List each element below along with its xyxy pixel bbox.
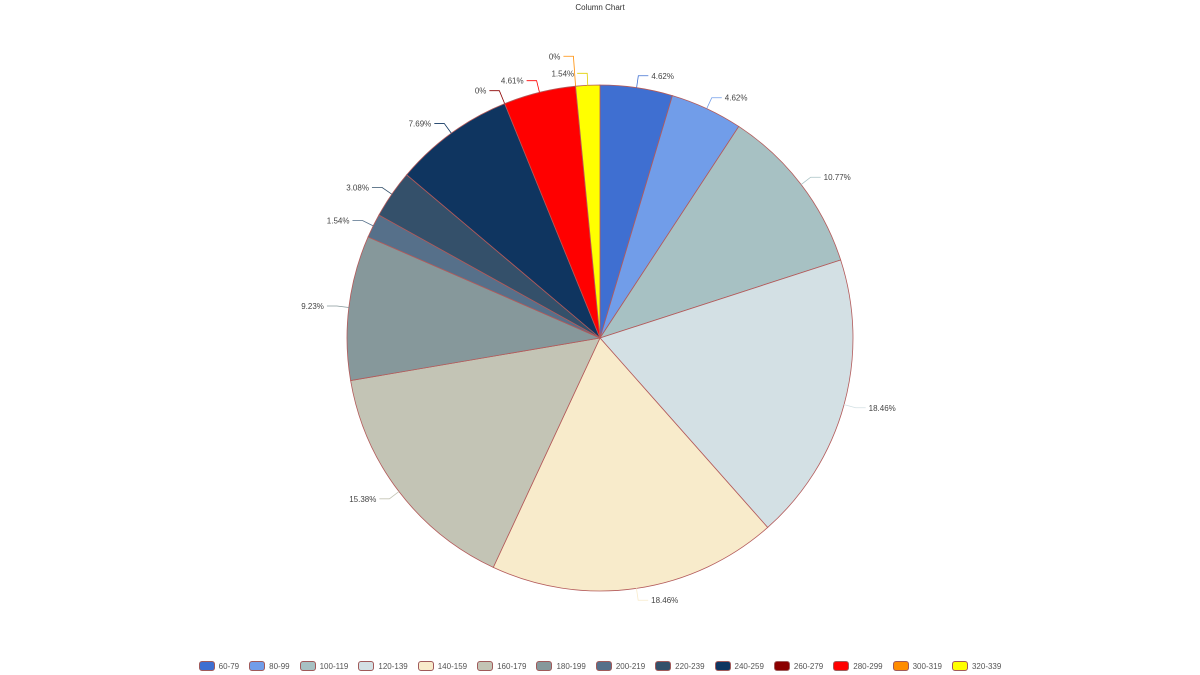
legend-item[interactable]: 280-299 — [833, 661, 883, 671]
legend-item[interactable]: 320-339 — [951, 661, 1002, 671]
legend-label: 240-259 — [734, 661, 764, 671]
leader-line — [636, 588, 649, 601]
data-label: 15.38% — [349, 495, 376, 504]
legend-item[interactable]: 160-179 — [477, 661, 526, 671]
legend-label: 120-139 — [378, 661, 408, 671]
leader-line — [636, 75, 649, 88]
pie-slice-320-339[interactable] — [575, 84, 601, 339]
legend-label: 260-279 — [793, 661, 824, 671]
data-label: 3.08% — [346, 183, 369, 192]
legend-swatch — [773, 661, 790, 671]
leader-line — [563, 55, 576, 87]
legend-label: 160-179 — [497, 661, 527, 671]
leader-line — [434, 123, 452, 134]
legend-item[interactable]: 260-279 — [773, 661, 824, 671]
leader-line — [352, 220, 374, 227]
leader-line — [706, 97, 722, 109]
data-label: 4.62% — [725, 94, 748, 103]
data-label: 1.54% — [327, 217, 350, 226]
legend-label: 280-299 — [853, 661, 883, 671]
data-label: 4.61% — [501, 77, 524, 86]
legend-swatch — [714, 661, 731, 671]
legend-swatch — [417, 661, 434, 671]
legend-label: 140-159 — [437, 661, 468, 671]
legend-item[interactable]: 60-79 — [198, 661, 240, 671]
data-label: 0% — [549, 52, 561, 61]
leader-line — [577, 72, 589, 86]
data-label: 10.77% — [824, 173, 851, 182]
legend-swatch — [951, 661, 968, 671]
pie-slice-120-139[interactable] — [599, 259, 854, 529]
leader-line — [379, 491, 400, 500]
legend-item[interactable]: 100-119 — [299, 661, 349, 671]
legend-label: 180-199 — [556, 661, 586, 671]
legend-swatch — [536, 661, 553, 671]
legend-label: 80-99 — [269, 661, 290, 671]
leader-line — [489, 90, 506, 104]
pie-slice-100-119[interactable] — [599, 125, 842, 339]
legend-swatch — [477, 661, 494, 671]
pie-slice-140-159[interactable] — [492, 337, 769, 592]
leader-line — [326, 305, 349, 308]
legend-swatch — [299, 661, 316, 671]
data-label: 4.62% — [651, 72, 674, 81]
legend-swatch — [833, 661, 850, 671]
legend-item[interactable]: 180-199 — [536, 661, 586, 671]
leader-line — [800, 176, 821, 185]
leader-line — [371, 186, 393, 195]
legend-swatch — [249, 661, 266, 671]
legend-swatch — [198, 661, 215, 671]
legend-item[interactable]: 140-159 — [417, 661, 468, 671]
leader-line — [843, 404, 866, 409]
legend-swatch — [655, 661, 672, 671]
legend-swatch — [595, 661, 612, 671]
chart-title: Column Chart — [575, 3, 625, 12]
pie-slice-160-179[interactable] — [350, 337, 601, 568]
pie-slice-240-259[interactable] — [406, 103, 601, 339]
legend-label: 100-119 — [319, 661, 349, 671]
data-label: 18.46% — [869, 404, 896, 413]
legend-item[interactable]: 220-239 — [655, 661, 705, 671]
legend-item[interactable]: 300-319 — [892, 661, 942, 671]
legend-item[interactable]: 80-99 — [249, 661, 290, 671]
data-label: 7.69% — [409, 120, 432, 129]
legend-swatch — [892, 661, 909, 671]
leader-line — [526, 80, 540, 93]
legend-label: 300-319 — [912, 661, 942, 671]
legend-item[interactable]: 120-139 — [358, 661, 408, 671]
legend: 60-79 80-99 100-119 120-139 140-159 160-179 18… — [0, 661, 1200, 671]
legend-label: 220-239 — [675, 661, 705, 671]
legend-label: 60-79 — [218, 661, 240, 671]
legend-label: 320-339 — [971, 661, 1002, 671]
legend-item[interactable]: 200-219 — [595, 661, 646, 671]
data-label: 0% — [475, 87, 487, 96]
legend-item[interactable]: 240-259 — [714, 661, 764, 671]
data-label: 1.54% — [551, 69, 574, 78]
data-label: 9.23% — [301, 302, 324, 311]
legend-swatch — [358, 661, 375, 671]
legend-label: 200-219 — [615, 661, 646, 671]
data-label: 18.46% — [651, 596, 678, 605]
